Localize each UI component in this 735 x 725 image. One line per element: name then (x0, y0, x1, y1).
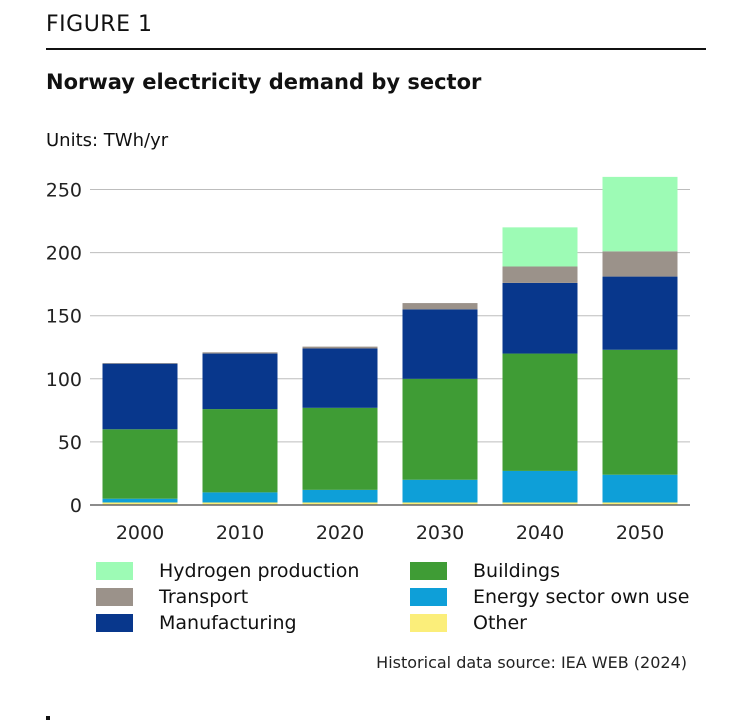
bar-segment-hydrogen-production (602, 176, 678, 252)
legend-item: Buildings (410, 560, 560, 582)
bar-segment-buildings (602, 349, 678, 475)
bar-segment-other (502, 502, 578, 505)
legend-swatch (96, 588, 133, 606)
x-tick-label: 2040 (516, 522, 564, 544)
bar-segment-energy-sector-own-use (302, 489, 378, 503)
bar-segment-other (402, 502, 478, 505)
bar-segment-hydrogen-production (502, 227, 578, 267)
bar-segment-manufacturing (202, 353, 278, 410)
bar-segment-energy-sector-own-use (102, 498, 178, 503)
bar-segment-transport (502, 266, 578, 283)
bar-segment-buildings (202, 409, 278, 493)
bar-segment-transport (302, 346, 378, 349)
title-rule (46, 48, 706, 50)
x-tick-label: 2030 (416, 522, 464, 544)
bar-segment-energy-sector-own-use (502, 470, 578, 503)
legend-label: Transport (159, 586, 249, 608)
bar-segment-buildings (302, 407, 378, 490)
legend-item: Manufacturing (96, 612, 297, 634)
legend-swatch (96, 562, 133, 580)
bar-segment-energy-sector-own-use (202, 492, 278, 503)
bottom-mark (46, 716, 50, 720)
bar-segment-other (102, 502, 178, 505)
legend-label: Energy sector own use (473, 586, 690, 608)
bar-segment-transport (102, 363, 178, 364)
units-label: Units: TWh/yr (46, 130, 169, 151)
legend-label: Buildings (473, 560, 560, 582)
source-note: Historical data source: IEA WEB (2024) (376, 653, 687, 672)
legend-label: Other (473, 612, 527, 634)
bar-segment-transport (202, 352, 278, 354)
y-tick-label: 0 (70, 495, 82, 517)
stacked-bar-chart: 0 50 100 150 200 250 2000 2010 2020 2030 2040 2050 (46, 176, 690, 544)
bar-segment-transport (602, 251, 678, 277)
x-tick-label: 2050 (616, 522, 664, 544)
legend-swatch (96, 614, 133, 632)
bar-segment-other (202, 502, 278, 505)
legend-swatch (410, 562, 447, 580)
bar-segment-other (602, 502, 678, 505)
bar-segment-buildings (102, 429, 178, 499)
legend-swatch (410, 614, 447, 632)
chart-title: Norway electricity demand by sector (46, 70, 482, 94)
y-tick-label: 100 (46, 369, 82, 391)
legend-label: Manufacturing (159, 612, 297, 634)
figure-label: FIGURE 1 (46, 12, 153, 37)
x-tick-label: 2000 (116, 522, 164, 544)
legend-item: Transport (96, 586, 248, 608)
bar-segment-energy-sector-own-use (402, 479, 478, 503)
bar-segment-buildings (502, 353, 578, 471)
bar-segment-manufacturing (402, 309, 478, 379)
bar-segment-other (302, 502, 378, 505)
bar-segment-buildings (402, 378, 478, 480)
legend-item: Hydrogen production (96, 560, 359, 582)
legend-label: Hydrogen production (159, 560, 360, 582)
bar-segment-energy-sector-own-use (602, 474, 678, 503)
y-tick-label: 200 (46, 243, 82, 265)
y-tick-label: 50 (58, 432, 82, 454)
bar-segment-manufacturing (102, 363, 178, 430)
y-tick-label: 150 (46, 306, 82, 328)
bar-segment-transport (402, 303, 478, 310)
x-tick-label: 2010 (216, 522, 264, 544)
y-tick-label: 250 (46, 180, 82, 202)
legend-item: Energy sector own use (410, 586, 689, 608)
bar-segment-manufacturing (302, 348, 378, 408)
bar-segment-manufacturing (502, 282, 578, 354)
legend-swatch (410, 588, 447, 606)
bar-segment-manufacturing (602, 276, 678, 350)
x-tick-label: 2020 (316, 522, 364, 544)
legend-item: Other (410, 612, 527, 634)
